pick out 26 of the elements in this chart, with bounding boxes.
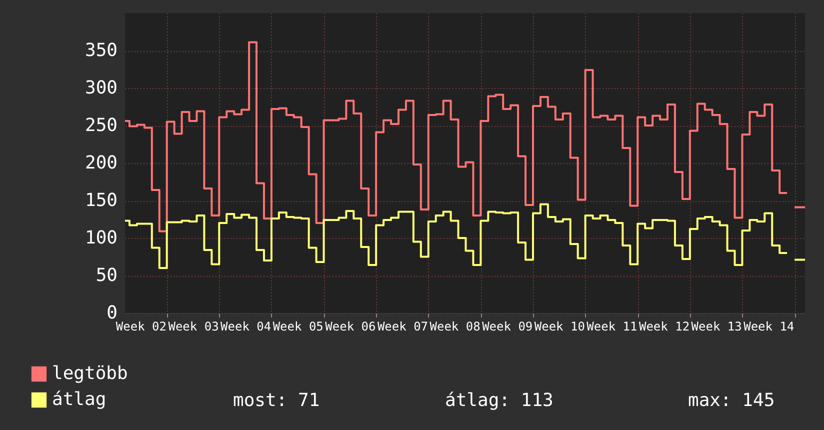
text: átlag: 113 [445,390,554,411]
text: max: 145 [688,390,775,411]
x-tick-label: Week 02 [116,320,166,334]
y-tick-label: 0 [106,302,118,324]
legend-label: legtöbb [52,363,128,384]
y-tick-label: 200 [84,152,118,174]
x-tick-label: Week 13 [691,320,742,334]
x-tick-label: Week 06 [325,320,376,334]
x-tick-label: Week 12 [638,320,690,334]
y-tick-label: 100 [84,228,118,248]
x-tick-label: Week 07 [377,320,428,334]
x-tick-label: Week 05 [272,320,324,334]
x-tick-label: Week 04 [220,320,272,334]
x-tick-label: Week 10 [534,320,585,334]
legend-label: átlag [52,389,106,410]
y-tick-label: 50 [96,265,118,286]
x-tick-label: Week 09 [482,320,533,334]
y-tick-label: 350 [84,40,118,61]
text: most: 71 [233,390,320,411]
x-tick-label: Week 11 [586,320,638,334]
x-tick-label: Week 14 [744,320,794,334]
x-tick-label: Week 03 [168,320,219,334]
y-tick-label: 150 [84,190,118,211]
y-tick-label: 300 [84,78,118,98]
x-tick-label: Week 08 [430,320,480,334]
y-tick-label: 250 [84,115,118,136]
